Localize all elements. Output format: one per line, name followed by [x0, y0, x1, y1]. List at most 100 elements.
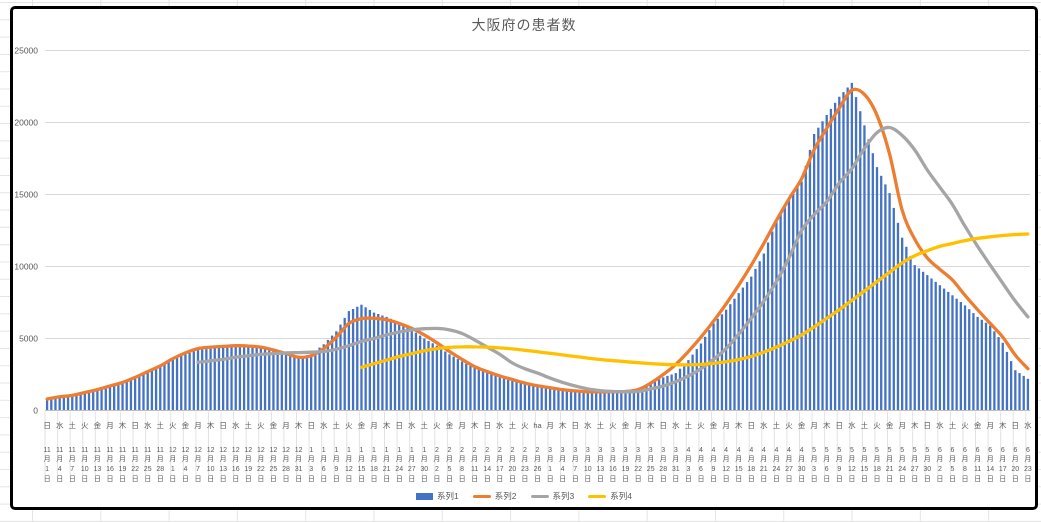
x-axis-label: 20: [1011, 466, 1019, 473]
bar: [62, 396, 66, 411]
x-axis-label: 6: [699, 466, 703, 473]
x-axis-label: 6: [988, 447, 992, 454]
bar: [913, 265, 916, 411]
legend-item-2[interactable]: 系列2: [472, 490, 517, 502]
bar: [762, 253, 765, 411]
x-axis-label: 15: [358, 466, 366, 473]
bar: [473, 368, 476, 411]
x-axis-label: 日: [773, 475, 780, 483]
bar: [431, 343, 434, 411]
x-axis-label: 日: [874, 475, 881, 483]
x-axis-label: 30: [420, 466, 428, 473]
x-axis-label: 15: [735, 466, 743, 473]
chart-object[interactable]: 大阪府の患者数 0 5000 10000 15000 20000 25000 日 11 月 1 日水…: [10, 6, 1038, 510]
x-axis-label: 18: [370, 466, 378, 473]
x-axis-label: 火: [785, 421, 793, 430]
bar: [578, 391, 581, 411]
x-axis-label: 3: [561, 447, 565, 454]
bar: [427, 340, 430, 411]
x-axis-label: 土: [597, 420, 605, 430]
x-axis-label: 日: [509, 475, 516, 483]
x-axis-label: 日: [635, 475, 642, 483]
bar: [276, 352, 279, 411]
legend-swatch-3: [530, 494, 549, 498]
x-axis-label: 月: [383, 455, 390, 463]
x-axis-label: 18: [747, 466, 755, 473]
x-axis-label: 土: [68, 420, 76, 430]
x-axis-label: 金: [622, 420, 630, 430]
x-axis-label: 18: [873, 466, 881, 473]
legend-item-4[interactable]: 系列4: [588, 490, 632, 502]
x-axis-label: 日: [660, 475, 667, 483]
bar: [968, 309, 971, 411]
x-axis-label: 月: [773, 455, 780, 463]
bar: [284, 354, 288, 411]
x-axis-label: 4: [58, 466, 62, 473]
bar: [674, 373, 677, 411]
bar: [339, 324, 342, 411]
bar: [263, 348, 267, 411]
legend-item-3[interactable]: 系列3: [530, 490, 574, 502]
x-axis-label: 月: [597, 455, 604, 463]
x-axis-label: 日: [219, 421, 227, 430]
x-axis-label: 月: [358, 455, 365, 463]
x-axis-label: 日: [786, 475, 793, 483]
x-axis-label: 3: [674, 447, 678, 454]
x-axis-label: 日: [848, 475, 855, 483]
bar: [142, 373, 145, 411]
x-axis-label: 月: [94, 455, 101, 463]
x-axis-label: 7: [573, 466, 577, 473]
x-axis-label: 4: [561, 466, 565, 473]
x-axis-label: 日: [748, 475, 755, 483]
x-axis-label: 木: [647, 420, 655, 430]
bar: [729, 304, 732, 411]
x-axis-label: 月: [572, 455, 579, 463]
x-axis-label: 日: [245, 475, 252, 483]
x-axis-label: 4: [737, 447, 741, 454]
x-axis-label: 日: [471, 475, 478, 483]
legend-item-1[interactable]: 系列1: [416, 490, 459, 502]
bar: [251, 346, 254, 411]
chart-plot-area: 0500010000150002000025000日11月1日水11月4日土11…: [14, 46, 1032, 484]
bar: [209, 348, 212, 411]
bar: [343, 317, 346, 411]
x-axis-label: 日: [320, 475, 327, 483]
x-axis-label: 11: [81, 447, 88, 454]
x-axis-label: 火: [873, 421, 881, 430]
bar: [636, 388, 640, 411]
bar: [775, 220, 778, 411]
bar: [226, 346, 229, 411]
x-axis-label: 木: [735, 420, 743, 430]
x-axis-label: 11: [131, 447, 138, 454]
x-axis-label: 日: [949, 475, 956, 483]
x-axis-label: 金: [182, 420, 190, 430]
x-axis-label: 1: [385, 447, 389, 454]
bar: [863, 125, 866, 411]
x-axis-label: 月: [333, 455, 340, 463]
x-axis-label: 月: [433, 455, 440, 463]
bar: [599, 393, 602, 411]
x-axis-label: 24: [898, 466, 906, 473]
x-axis-label: 木: [911, 420, 919, 430]
x-axis-label: 12: [182, 447, 190, 454]
bar: [800, 181, 803, 411]
x-axis-label: 木: [207, 420, 215, 430]
x-axis-label: 2: [510, 447, 514, 454]
x-axis-label: 25: [270, 466, 278, 473]
x-axis-label: 13: [219, 466, 227, 473]
x-axis-label: 月: [345, 455, 352, 463]
x-axis-label: 11: [56, 447, 63, 454]
x-axis-label: 5: [812, 447, 816, 454]
x-axis-label: 9: [334, 466, 338, 473]
bar: [708, 330, 711, 411]
bar: [326, 339, 330, 411]
x-axis-label: 22: [257, 466, 265, 473]
x-axis-label: 月: [320, 455, 327, 463]
x-axis-label: 21: [383, 466, 391, 473]
bar: [402, 325, 405, 411]
x-axis-label: 月: [685, 455, 692, 463]
x-axis-label: 12: [282, 447, 290, 454]
bar: [104, 387, 107, 411]
y-axis-label: 15000: [14, 190, 38, 200]
series2-line: [45, 87, 1030, 401]
